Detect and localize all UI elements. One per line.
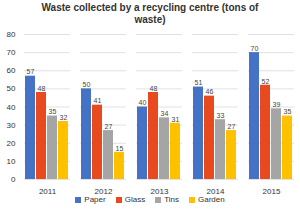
svg-text:50: 50 [83,81,91,88]
html-text:Paper: Paper [84,195,106,204]
svg-text:48: 48 [38,85,46,92]
svg-text:48: 48 [150,85,158,92]
svg-text:80: 80 [7,30,16,39]
svg-text:2015: 2015 [263,187,281,195]
svg-text:51: 51 [195,79,203,86]
svg-text:33: 33 [217,112,225,119]
svg-text:32: 32 [60,114,68,121]
svg-text:52: 52 [262,77,270,84]
svg-text:27: 27 [228,123,236,130]
svg-text:2012: 2012 [95,187,113,195]
svg-text:57: 57 [27,68,35,75]
svg-text:35: 35 [284,108,292,115]
svg-text:15: 15 [116,145,124,152]
svg-text:41: 41 [94,97,102,104]
html-text:Waste collected by a recycling: Waste collected by a recycling centre (t… [41,2,259,25]
html-text:Glass: Glass [124,195,146,204]
svg-text:34: 34 [161,110,169,117]
svg-text:0: 0 [11,175,16,184]
svg-text:40: 40 [139,99,147,106]
svg-text:2013: 2013 [151,187,169,195]
svg-text:31: 31 [172,116,180,123]
svg-text:70: 70 [251,45,259,52]
svg-text:2011: 2011 [39,187,57,195]
svg-text:50: 50 [7,84,16,93]
svg-text:70: 70 [7,48,16,57]
svg-text:60: 60 [7,66,16,75]
svg-text:2014: 2014 [207,187,225,195]
svg-text:10: 10 [7,157,16,166]
svg-text:27: 27 [105,123,113,130]
svg-text:39: 39 [273,101,281,108]
svg-text:46: 46 [206,88,214,95]
svg-text:40: 40 [7,103,16,112]
html-text:Tins: Tins [164,195,179,204]
svg-text:30: 30 [7,121,16,130]
svg-text:35: 35 [49,108,57,115]
html-text:Garden: Garden [198,195,225,204]
svg-text:20: 20 [7,139,16,148]
